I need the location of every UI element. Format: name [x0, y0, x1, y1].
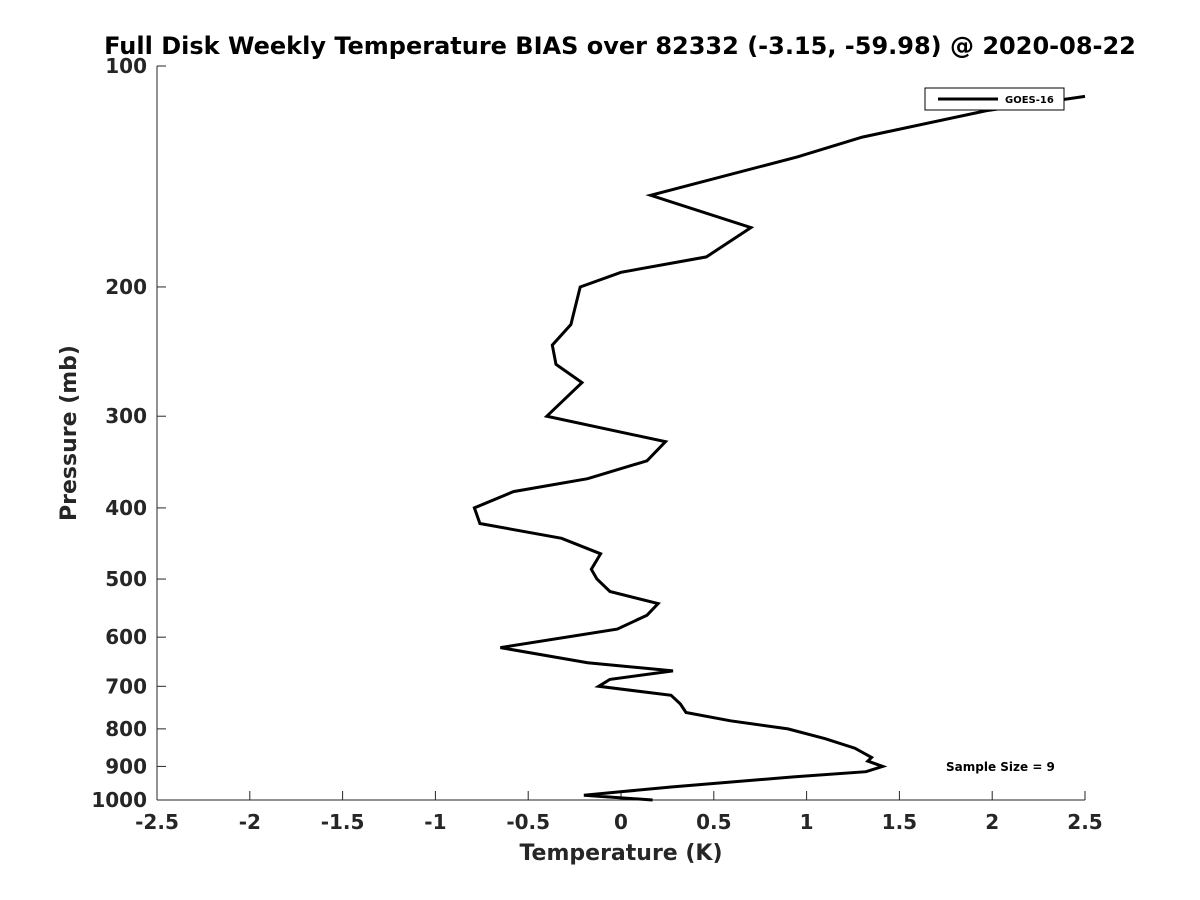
x-tick-label: 1: [800, 810, 814, 834]
y-tick-label: 100: [105, 54, 147, 78]
sample-size-annotation: Sample Size = 9: [946, 760, 1055, 774]
y-tick-label: 500: [105, 567, 147, 591]
x-tick-label: 2.5: [1067, 810, 1102, 834]
legend: GOES-16: [924, 87, 1065, 111]
y-tick-label: 600: [105, 625, 147, 649]
series-layer: [472, 94, 1086, 802]
x-axis-label: Temperature (K): [519, 841, 722, 866]
x-tick-label: -2: [239, 810, 261, 834]
chart-title: Full Disk Weekly Temperature BIAS over 8…: [104, 32, 1136, 60]
y-tick-label: 1000: [91, 788, 147, 812]
y-tick-label: 700: [105, 674, 147, 698]
y-axis-label: Pressure (mb): [57, 345, 82, 521]
legend-label-goes-16: GOES-16: [1005, 95, 1054, 106]
x-tick-label: -0.5: [506, 810, 550, 834]
y-tick-label: 900: [105, 754, 147, 778]
x-tick-label: 0: [614, 810, 628, 834]
y-tick-label: 200: [105, 275, 147, 299]
y-tick-label: 400: [105, 496, 147, 520]
x-tick-label: 2: [985, 810, 999, 834]
x-tick-label: -1: [424, 810, 446, 834]
x-tick-label: -2.5: [135, 810, 179, 834]
x-axis-ticks: -2.5 -2 -1.5 -1 -0.5 0 0.5 1 1.5 2 2.5: [135, 791, 1103, 834]
x-tick-label: 1.5: [882, 810, 917, 834]
y-axis-ticks: 100 200 300 400 500 600 700 800 900 1000: [91, 54, 166, 812]
series-line-goes-16: [472, 94, 1086, 802]
x-tick-label: -1.5: [321, 810, 365, 834]
y-tick-label: 800: [105, 717, 147, 741]
y-tick-label: 300: [105, 404, 147, 428]
x-tick-label: 0.5: [696, 810, 731, 834]
